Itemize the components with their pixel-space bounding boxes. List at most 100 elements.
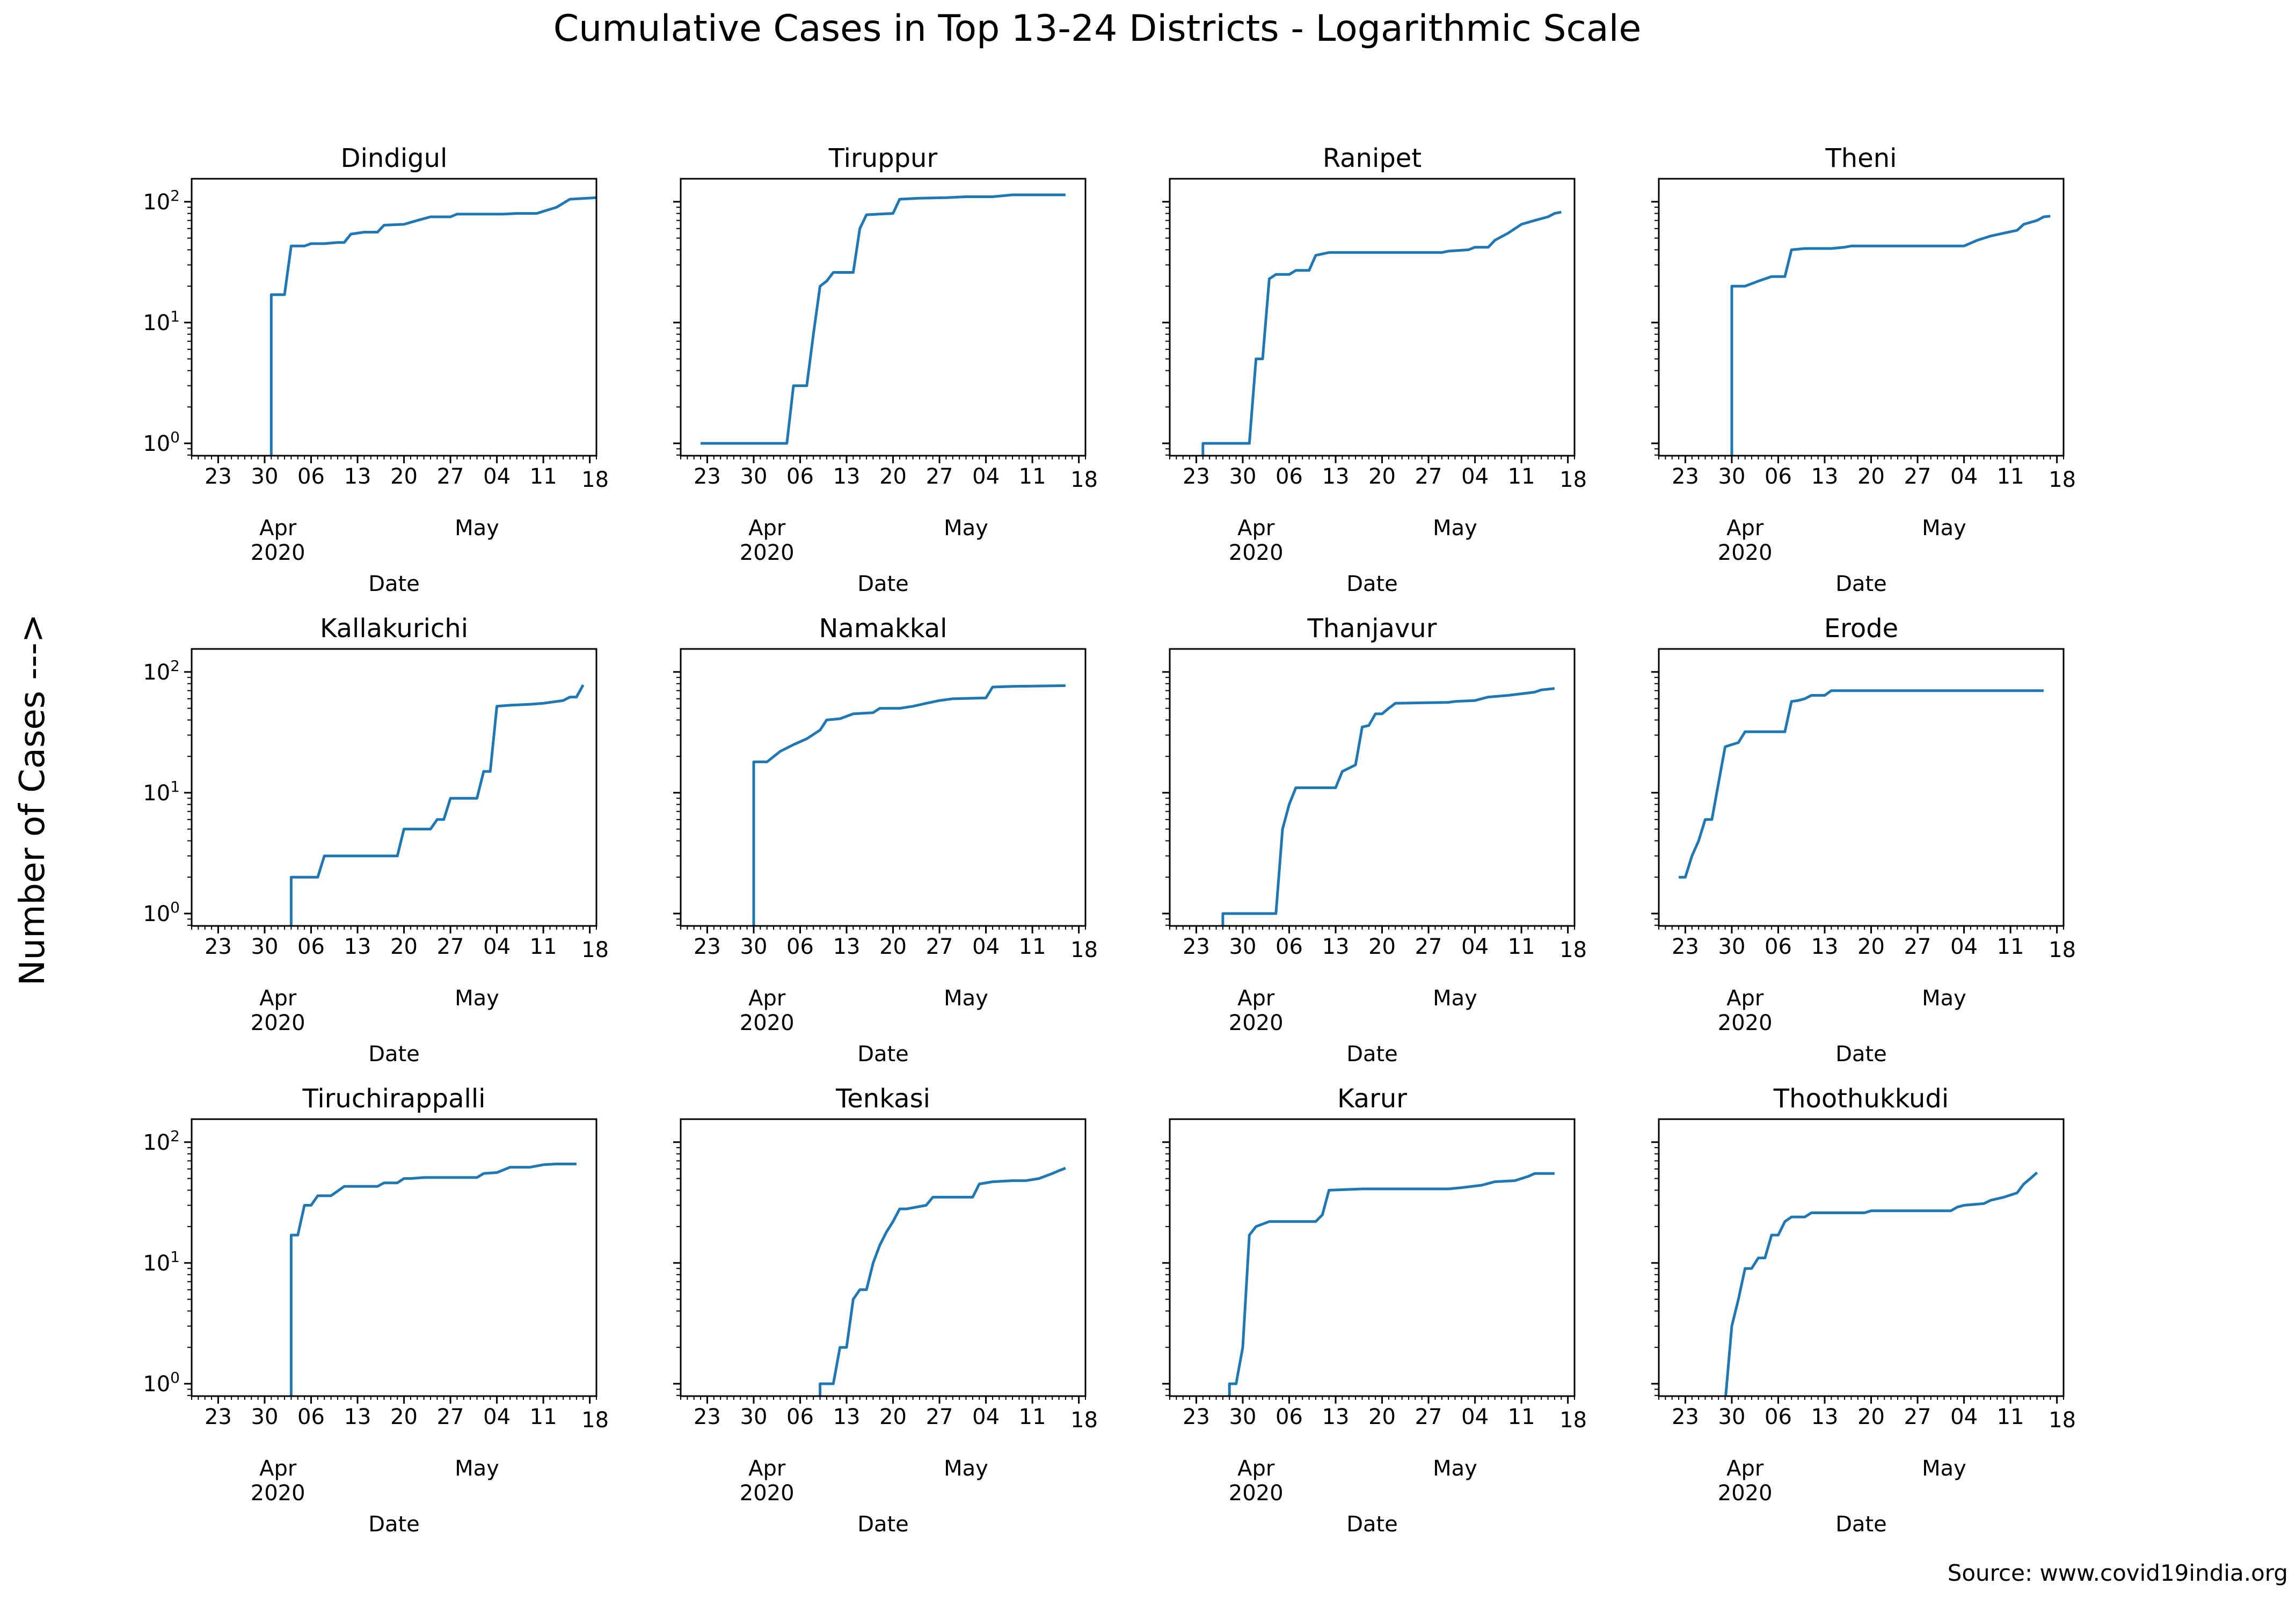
x-month-label: Apr bbox=[748, 1456, 786, 1481]
series-line bbox=[1724, 1171, 2038, 1396]
x-tick-label: 13 bbox=[833, 1405, 861, 1429]
subplot-title: Kallakurichi bbox=[320, 614, 468, 644]
x-tick-label: 23 bbox=[1183, 1405, 1210, 1429]
x-tick-label: 23 bbox=[694, 464, 721, 489]
y-tick-label: 101 bbox=[143, 1248, 180, 1276]
x-tick-label: 11 bbox=[1508, 1405, 1535, 1429]
x-tick-label: 11 bbox=[1508, 934, 1535, 959]
x-month-label: May bbox=[455, 516, 499, 541]
x-tick-label: 06 bbox=[1765, 1405, 1792, 1429]
x-tick-label: 06 bbox=[1765, 464, 1792, 489]
source-text: Source: www.covid19india.org bbox=[1948, 1560, 2288, 1586]
x-tick-label: 13 bbox=[1322, 464, 1350, 489]
x-tick-label: 18 bbox=[1559, 938, 1587, 962]
x-month-label: May bbox=[1433, 986, 1477, 1011]
x-tick-label: 04 bbox=[972, 1405, 1000, 1429]
x-tick-label: 06 bbox=[297, 934, 325, 959]
x-tick-label: 23 bbox=[1672, 934, 1699, 959]
x-tick-label: 23 bbox=[1183, 464, 1210, 489]
subplot-title: Tenkasi bbox=[835, 1084, 930, 1114]
plot-frame bbox=[191, 648, 597, 927]
x-month-label: Apr bbox=[1726, 986, 1764, 1011]
subplot-title: Erode bbox=[1824, 614, 1898, 644]
subplot-title: Tiruchirappalli bbox=[302, 1084, 486, 1114]
plot-frame bbox=[191, 178, 597, 457]
y-tick-exponent: 1 bbox=[170, 778, 180, 795]
x-tick-label: 20 bbox=[1857, 1405, 1885, 1429]
subplot-title: Namakkal bbox=[819, 614, 947, 644]
x-tick-label: 20 bbox=[390, 464, 418, 489]
x-month-label: Apr bbox=[259, 516, 297, 541]
x-tick-label: 04 bbox=[1461, 934, 1489, 959]
y-tick-exponent: 0 bbox=[170, 899, 180, 916]
x-tick-label: 20 bbox=[1368, 934, 1396, 959]
subplot-title: Thoothukkudi bbox=[1773, 1084, 1949, 1114]
x-year-label: 2020 bbox=[1718, 1481, 1773, 1506]
x-tick-label: 13 bbox=[833, 464, 861, 489]
plot-frame bbox=[1658, 1118, 2065, 1397]
x-month-label: May bbox=[944, 516, 988, 541]
x-tick-label: 18 bbox=[581, 1408, 609, 1433]
x-tick-label: 20 bbox=[390, 934, 418, 959]
x-tick-label: 06 bbox=[1275, 934, 1303, 959]
x-axis-label: Date bbox=[857, 1512, 909, 1537]
x-tick-label: 30 bbox=[1229, 464, 1257, 489]
x-year-label: 2020 bbox=[251, 1011, 305, 1035]
x-month-label: May bbox=[944, 986, 988, 1011]
x-tick-label: 06 bbox=[297, 464, 325, 489]
x-tick-label: 27 bbox=[437, 464, 464, 489]
x-tick-label: 11 bbox=[1997, 464, 2024, 489]
series-line bbox=[289, 1163, 577, 1396]
x-tick-label: 06 bbox=[297, 1405, 325, 1429]
x-month-label: Apr bbox=[259, 1456, 297, 1481]
x-tick-label: 27 bbox=[1415, 464, 1442, 489]
x-tick-label: 18 bbox=[2049, 1408, 2076, 1433]
y-tick-exponent: 2 bbox=[170, 187, 180, 205]
x-tick-label: 11 bbox=[1019, 464, 1046, 489]
x-tick-label: 20 bbox=[1368, 1405, 1396, 1429]
x-tick-label: 13 bbox=[1811, 934, 1839, 959]
x-year-label: 2020 bbox=[1718, 541, 1773, 565]
figure-title: Cumulative Cases in Top 13-24 Districts … bbox=[553, 8, 1642, 50]
x-tick-label: 20 bbox=[1368, 464, 1396, 489]
series-line bbox=[752, 684, 1066, 926]
x-tick-label: 18 bbox=[1070, 468, 1098, 492]
x-tick-label: 11 bbox=[1508, 464, 1535, 489]
x-tick-label: 23 bbox=[1672, 1405, 1699, 1429]
x-tick-label: 30 bbox=[1229, 1405, 1257, 1429]
x-tick-label: 27 bbox=[1904, 934, 1931, 959]
x-tick-label: 04 bbox=[972, 464, 1000, 489]
x-tick-label: 27 bbox=[437, 1405, 464, 1429]
series-line bbox=[289, 684, 585, 926]
x-axis-label: Date bbox=[857, 572, 909, 596]
x-tick-label: 30 bbox=[1718, 464, 1746, 489]
x-year-label: 2020 bbox=[1229, 1011, 1284, 1035]
x-tick-label: 20 bbox=[1857, 464, 1885, 489]
plot-frame bbox=[1169, 1118, 1576, 1397]
x-year-label: 2020 bbox=[1718, 1011, 1773, 1035]
x-month-label: Apr bbox=[259, 986, 297, 1011]
plot-frame bbox=[680, 648, 1087, 927]
x-axis-label: Date bbox=[368, 1512, 420, 1537]
x-tick-label: 23 bbox=[1672, 464, 1699, 489]
x-month-label: May bbox=[455, 1456, 499, 1481]
x-tick-label: 04 bbox=[1950, 934, 1978, 959]
series-line bbox=[1679, 689, 2044, 879]
x-axis-label: Date bbox=[1346, 572, 1398, 596]
x-tick-label: 18 bbox=[1070, 1408, 1098, 1433]
series-line bbox=[1730, 215, 2051, 456]
x-tick-label: 04 bbox=[1950, 464, 1978, 489]
x-tick-label: 18 bbox=[2049, 938, 2076, 962]
x-year-label: 2020 bbox=[1229, 1481, 1284, 1506]
x-axis-label: Date bbox=[368, 1042, 420, 1067]
x-tick-label: 23 bbox=[1183, 934, 1210, 959]
